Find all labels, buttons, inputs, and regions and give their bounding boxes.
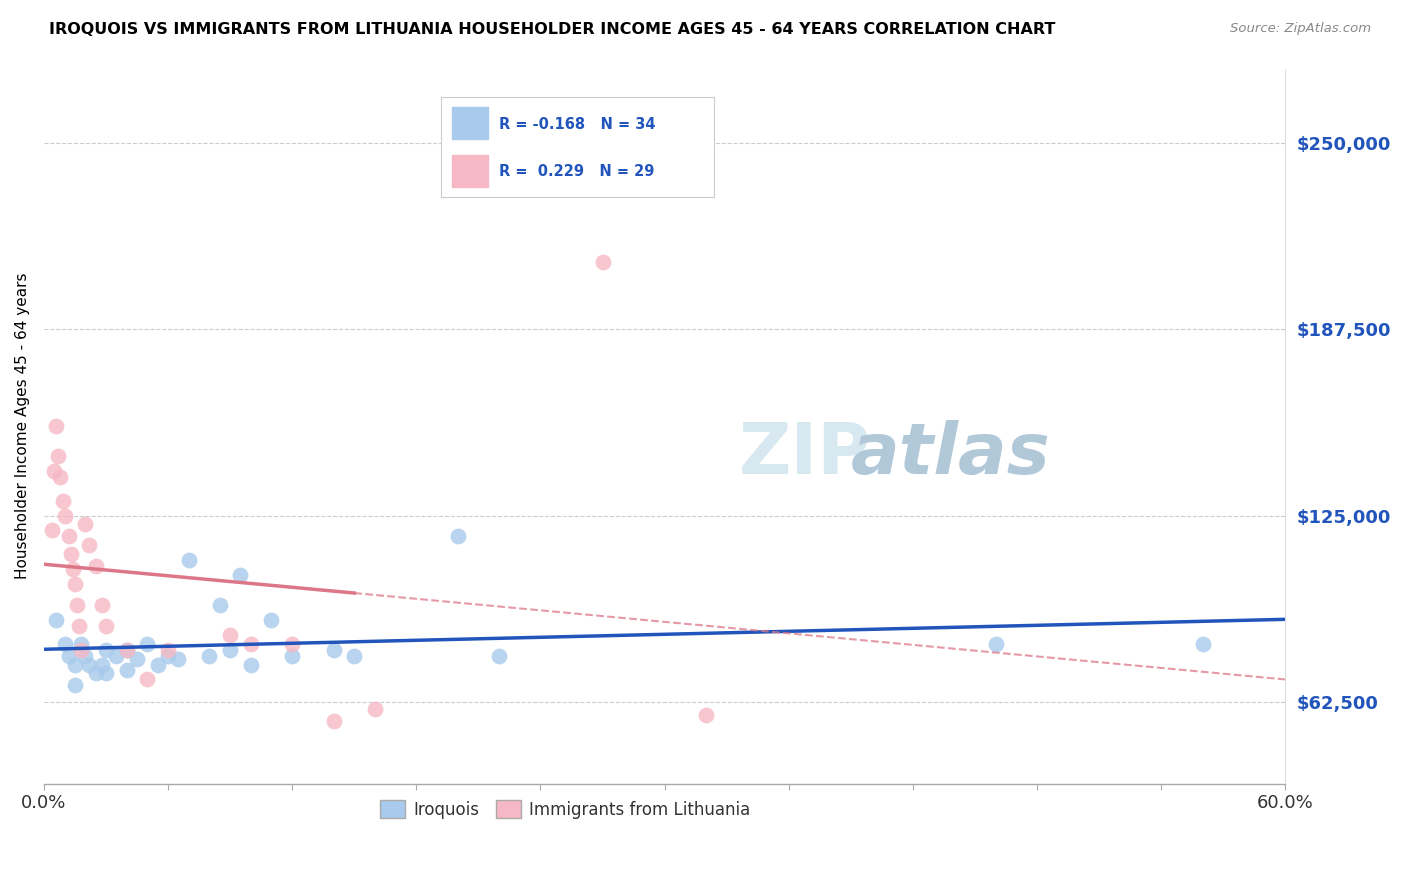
Point <box>229 568 252 582</box>
Point <box>84 666 107 681</box>
Point <box>44 464 66 478</box>
Point <box>63 657 86 672</box>
Point <box>219 628 242 642</box>
Point <box>45 419 67 434</box>
Point <box>219 642 242 657</box>
Text: ZIP: ZIP <box>740 420 872 489</box>
Text: Source: ZipAtlas.com: Source: ZipAtlas.com <box>1230 22 1371 36</box>
Legend: Iroquois, Immigrants from Lithuania: Iroquois, Immigrants from Lithuania <box>374 794 758 825</box>
Point <box>67 619 90 633</box>
Point <box>79 538 101 552</box>
Text: IROQUOIS VS IMMIGRANTS FROM LITHUANIA HOUSEHOLDER INCOME AGES 45 - 64 YEARS CORR: IROQUOIS VS IMMIGRANTS FROM LITHUANIA HO… <box>49 22 1056 37</box>
Point <box>48 449 70 463</box>
Point <box>592 255 614 269</box>
Y-axis label: Householder Income Ages 45 - 64 years: Householder Income Ages 45 - 64 years <box>15 273 30 580</box>
Point <box>281 637 304 651</box>
Point <box>984 637 1007 651</box>
Point <box>136 637 159 651</box>
Point <box>136 673 159 687</box>
Point <box>70 637 93 651</box>
Point <box>63 678 86 692</box>
Point <box>1191 637 1213 651</box>
Point <box>208 598 231 612</box>
Point <box>51 493 73 508</box>
Point <box>157 648 180 663</box>
Point <box>157 642 180 657</box>
Point <box>281 648 304 663</box>
Point <box>90 657 112 672</box>
Point <box>58 529 80 543</box>
Point <box>94 619 117 633</box>
Point <box>146 657 169 672</box>
Point <box>59 547 82 561</box>
Point <box>239 657 262 672</box>
Point <box>364 702 387 716</box>
Point <box>322 714 344 728</box>
Point <box>488 648 510 663</box>
Point <box>695 708 717 723</box>
Point <box>260 613 283 627</box>
Text: atlas: atlas <box>851 420 1050 489</box>
Point <box>90 598 112 612</box>
Point <box>447 529 470 543</box>
Point <box>115 664 138 678</box>
Point <box>79 657 101 672</box>
Point <box>58 648 80 663</box>
Point <box>49 470 72 484</box>
Point <box>115 642 138 657</box>
Point <box>94 642 117 657</box>
Point <box>125 651 148 665</box>
Point <box>94 666 117 681</box>
Point <box>53 508 76 523</box>
Point <box>63 577 86 591</box>
Point <box>84 559 107 574</box>
Point <box>41 524 63 538</box>
Point <box>75 517 97 532</box>
Point <box>70 642 93 657</box>
Point <box>62 562 84 576</box>
Point <box>75 648 97 663</box>
Point <box>322 642 344 657</box>
Point <box>105 648 128 663</box>
Point <box>343 648 366 663</box>
Point <box>115 642 138 657</box>
Point <box>66 598 89 612</box>
Point <box>239 637 262 651</box>
Point <box>53 637 76 651</box>
Point <box>177 553 200 567</box>
Point <box>167 651 190 665</box>
Point <box>198 648 221 663</box>
Point <box>45 613 67 627</box>
